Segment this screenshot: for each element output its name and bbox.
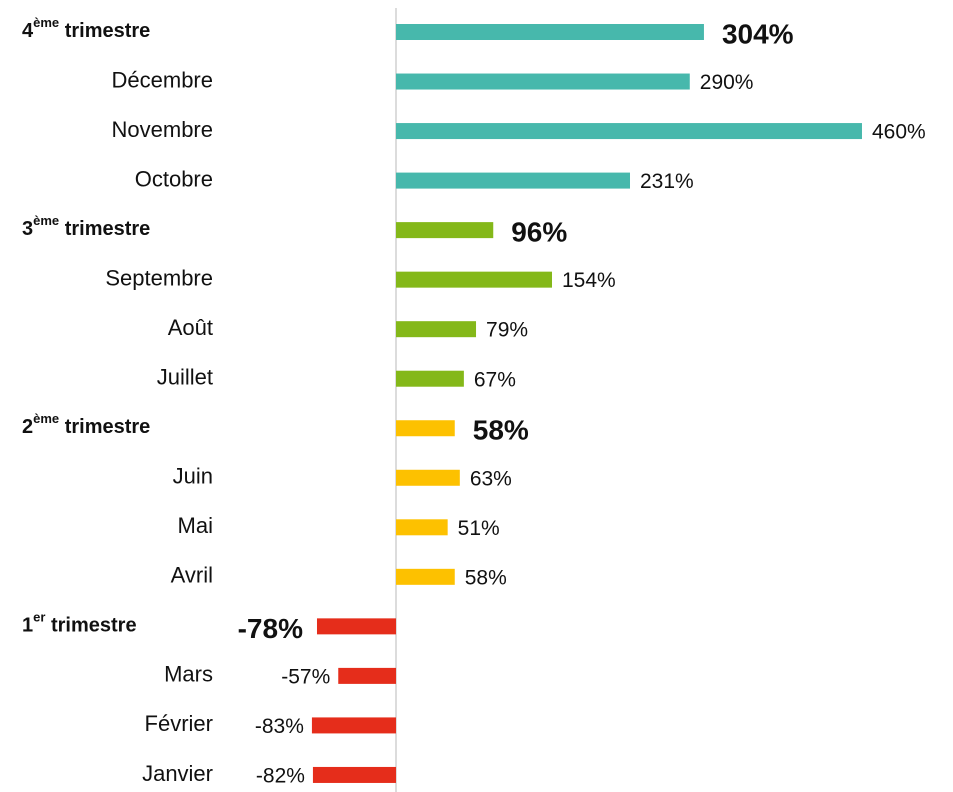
- value-label: 304%: [722, 18, 794, 49]
- value-label: 154%: [562, 269, 616, 292]
- value-label: 96%: [511, 217, 567, 248]
- category-label: Août: [168, 315, 213, 340]
- value-label: 79%: [486, 319, 528, 342]
- bar: [396, 469, 460, 486]
- value-label: 67%: [474, 368, 516, 391]
- category-label: Novembre: [112, 117, 213, 142]
- bar: [396, 420, 455, 437]
- bar: [396, 123, 862, 140]
- category-label: Mars: [164, 662, 213, 687]
- value-label: 51%: [458, 517, 500, 540]
- category-label: Janvier: [142, 761, 213, 786]
- value-label: 290%: [700, 71, 754, 94]
- value-label: -83%: [255, 715, 304, 738]
- category-label: Avril: [171, 563, 213, 588]
- value-label: -57%: [281, 665, 330, 688]
- category-label: Octobre: [135, 166, 213, 191]
- category-label: Mai: [178, 513, 213, 538]
- bar: [396, 73, 690, 90]
- bar: [311, 717, 396, 734]
- value-label: 63%: [470, 467, 512, 490]
- category-label: 3ème trimestre: [22, 214, 150, 241]
- bar: [396, 519, 448, 536]
- category-label: 1er trimestre: [22, 610, 137, 637]
- category-label: 2ème trimestre: [22, 412, 150, 439]
- category-label: Juin: [173, 464, 213, 489]
- bar: [396, 321, 477, 338]
- bar: [338, 667, 396, 684]
- bar: [396, 568, 455, 585]
- bar: [396, 271, 553, 288]
- bar: [396, 172, 631, 189]
- value-label: -78%: [238, 613, 303, 644]
- bar: [396, 24, 704, 40]
- bar: [396, 222, 494, 239]
- category-label: 4ème trimestre: [22, 15, 150, 42]
- value-label: 58%: [465, 566, 507, 589]
- category-label: Septembre: [105, 265, 213, 290]
- category-label: Février: [145, 711, 213, 736]
- bar: [312, 766, 396, 783]
- value-label: 58%: [473, 415, 529, 446]
- category-label: Juillet: [157, 365, 213, 390]
- category-label: Décembre: [112, 67, 213, 92]
- value-label: -82%: [256, 764, 305, 787]
- value-label: 231%: [640, 170, 694, 193]
- bar: [316, 618, 396, 635]
- bar: [396, 370, 464, 387]
- value-label: 460%: [872, 121, 926, 144]
